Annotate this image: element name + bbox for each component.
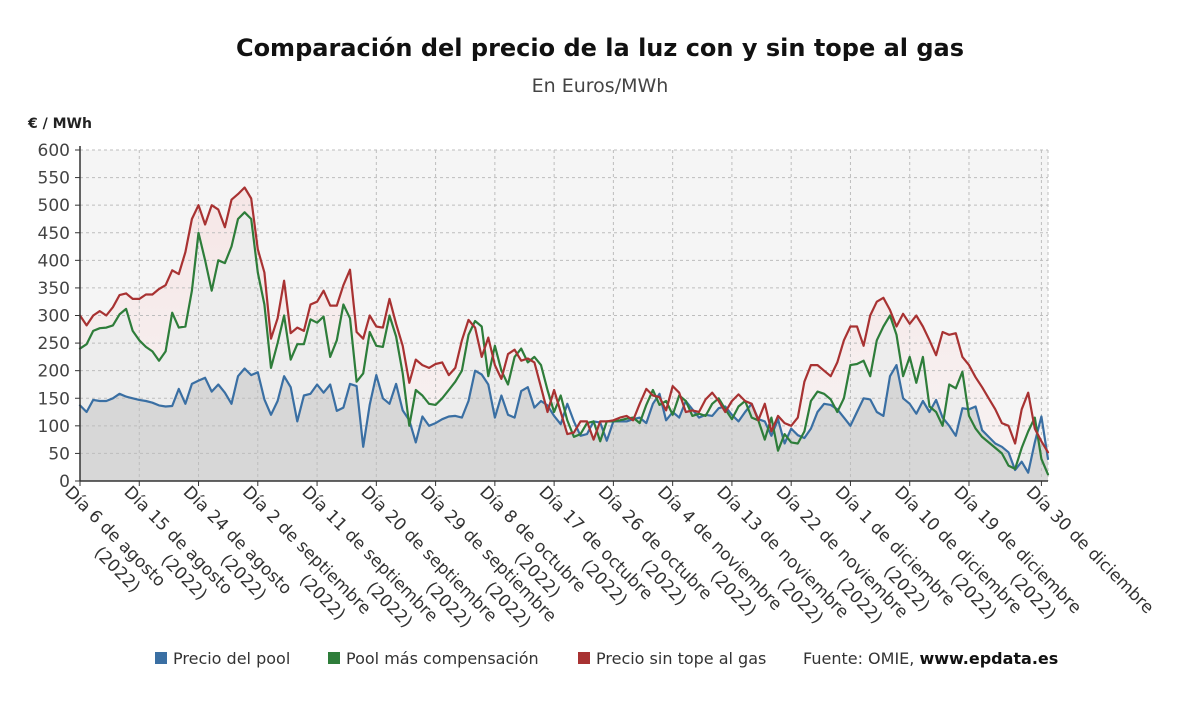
y-tick-label: 0 [59,472,70,492]
legend-swatch-2 [328,652,340,664]
y-tick-label: 400 [38,251,70,271]
y-axis-ticks: 0 50 100 150 200 250 300 350 400 450 500 550 600 [38,141,80,492]
y-tick-label: 300 [38,307,70,327]
y-tick-label: 450 [38,224,70,244]
source-site: www.epdata.es [919,649,1058,668]
legend-swatch-3 [578,652,590,664]
series-line-3 [78,186,1050,454]
y-tick-label: 250 [38,334,70,354]
y-tick-label: 500 [38,196,70,216]
legend-label-3: Precio sin tope al gas [596,649,766,668]
legend-label-2: Pool más compensación [346,649,539,668]
chart-title: Comparación del precio de la luz con y s… [236,34,964,62]
y-tick-label: 100 [38,417,70,437]
source-label: Fuente: OMIE, [803,649,919,668]
series-line-2 [78,211,1050,476]
axes [79,146,1048,482]
y-tick-label: 200 [38,362,70,382]
plot-area [78,146,1050,482]
y-tick-label: 150 [38,389,70,409]
series-lines [78,186,1050,476]
y-tick-label: 50 [48,444,70,464]
y-tick-label: 550 [38,169,70,189]
legend-swatch-1 [155,652,167,664]
y-tick-label: 350 [38,279,70,299]
series-line-1 [78,364,1050,474]
legend-label-1: Precio del pool [173,649,290,668]
chart-subtitle: En Euros/MWh [532,75,669,97]
y-axis-unit-label: € / MWh [27,116,92,132]
legend: Precio del pool Pool más compensación Prec… [155,649,766,668]
source-note: Fuente: OMIE, www.epdata.es [803,649,1058,668]
y-tick-label: 600 [38,141,70,161]
x-axis-ticks: Día 6 de agosto(2022)Día 15 de agosto(20… [60,481,1157,632]
